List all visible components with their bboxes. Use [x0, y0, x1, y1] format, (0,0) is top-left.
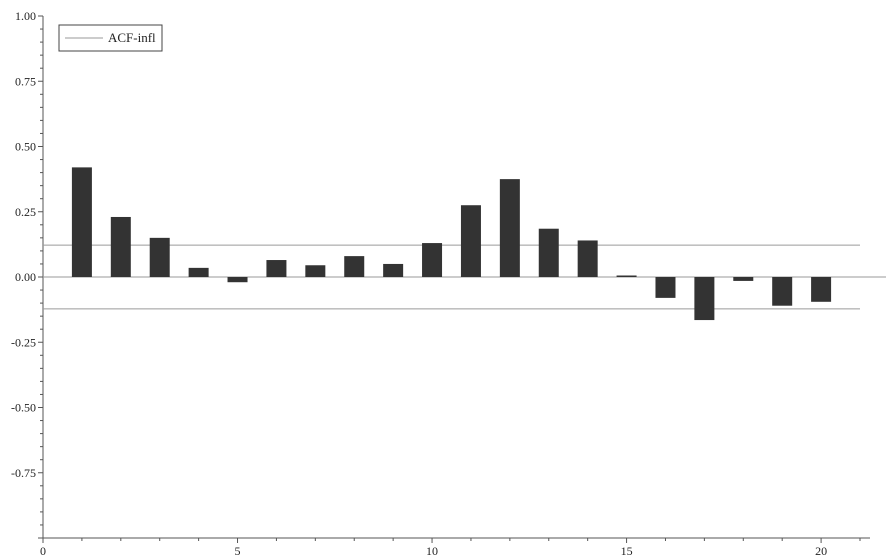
x-axis: 0 5 10 15 20	[40, 537, 870, 557]
x-tick-label: 5	[235, 544, 241, 557]
acf-bar	[772, 277, 793, 306]
y-tick-label: -0.50	[11, 401, 36, 415]
acf-bar	[383, 263, 404, 277]
y-tick-label: -0.25	[11, 335, 36, 349]
acf-bar	[655, 277, 676, 298]
y-tick-label: 0.00	[15, 270, 36, 284]
acf-bar	[227, 277, 248, 283]
y-tick-label: 0.75	[15, 74, 36, 88]
y-axis: 1.00 0.75 0.50 0.25 0.00 -0.25 -0.50 -0.75	[11, 9, 44, 539]
acf-bar	[305, 265, 326, 277]
acf-bar	[149, 237, 170, 277]
acf-bar	[460, 205, 481, 277]
acf-bar	[71, 167, 92, 277]
legend: ACF-infl	[58, 24, 163, 52]
legend-label: ACF-infl	[108, 30, 156, 45]
y-tick-label: 0.25	[15, 205, 36, 219]
y-tick-label: 1.00	[15, 9, 36, 23]
acf-bar	[811, 277, 832, 302]
acf-bar	[538, 228, 559, 277]
acf-bar	[499, 179, 520, 277]
acf-bar	[188, 267, 209, 277]
acf-bar	[266, 260, 287, 277]
x-tick-label: 10	[426, 544, 438, 557]
x-tick-label: 20	[815, 544, 827, 557]
bars	[71, 167, 832, 321]
acf-bar	[577, 240, 598, 277]
acf-bar	[733, 277, 754, 281]
acf-bar	[344, 256, 365, 277]
x-tick-label: 15	[621, 544, 633, 557]
acf-bar	[616, 275, 637, 277]
acf-bar	[422, 243, 443, 277]
x-tick-label: 0	[40, 544, 46, 557]
y-tick-label: 0.50	[15, 140, 36, 154]
acf-bar	[694, 277, 715, 321]
acf-bar	[110, 216, 131, 277]
y-tick-label: -0.75	[11, 466, 36, 480]
